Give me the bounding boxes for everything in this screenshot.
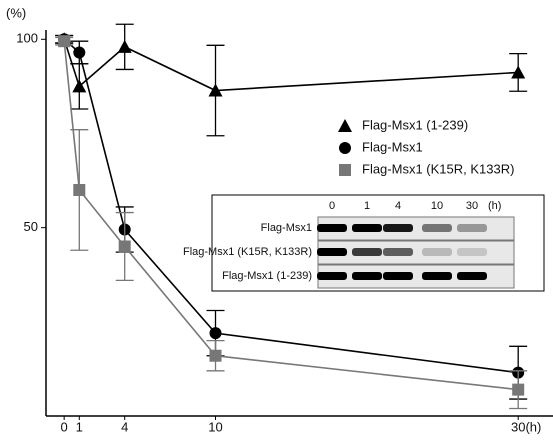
series-line — [64, 39, 518, 90]
blot-band — [352, 224, 382, 232]
legend-label: Flag-Msx1 (K15R, K133R) — [362, 161, 514, 176]
x-tick-label: 30(h) — [511, 419, 541, 434]
inset-blot: 0 1 4 10 30 (h) Flag-Msx1 Flag-Msx1 (K15R, K133… — [183, 195, 544, 291]
marker — [210, 327, 222, 339]
row-label: Flag-Msx1 (1-239) — [222, 270, 312, 282]
marker — [119, 240, 131, 252]
row-label: Flag-Msx1 — [261, 222, 312, 234]
lane-label: 30 — [466, 200, 478, 212]
chart: (%) 0141030(h)Flag-Msx1Flag-Msx1 (K15R, … — [0, 0, 553, 435]
x-tick-label: 4 — [121, 419, 128, 434]
blot-band — [383, 272, 413, 280]
y-tick-label: 100 — [16, 31, 38, 46]
marker — [58, 35, 70, 47]
marker — [118, 40, 132, 53]
lane-label: 4 — [395, 200, 401, 212]
marker — [210, 350, 222, 362]
x-tick-label: 1 — [76, 419, 83, 434]
blot-band — [383, 248, 413, 256]
y-tick-label: 50 — [24, 219, 38, 234]
x-tick-label: 0 — [61, 419, 68, 434]
lane-label: 10 — [431, 200, 443, 212]
legend-marker — [338, 119, 352, 132]
blot-band — [457, 272, 487, 280]
blot-band — [457, 248, 487, 256]
row-label: Flag-Msx1 (K15R, K133R) — [183, 246, 312, 258]
y-unit: (%) — [6, 5, 26, 20]
legend-label: Flag-Msx1 (1-239) — [362, 117, 468, 132]
blot-band — [317, 272, 347, 280]
blot-band — [422, 272, 452, 280]
lane-unit: (h) — [488, 200, 501, 212]
lane-label: 0 — [329, 200, 335, 212]
blot-band — [422, 224, 452, 232]
lane-label: 1 — [364, 200, 370, 212]
legend-label: Flag-Msx1 — [362, 139, 423, 154]
x-tick-label: 10 — [208, 419, 222, 434]
legend-marker — [339, 164, 351, 176]
marker — [73, 184, 85, 196]
legend-marker — [339, 142, 351, 154]
blot-band — [457, 224, 487, 232]
blot-band — [317, 248, 347, 256]
blot-band — [317, 224, 347, 232]
marker — [73, 46, 85, 58]
blot-band — [352, 248, 382, 256]
marker — [512, 384, 524, 396]
blot-band — [383, 224, 413, 232]
blot-band — [352, 272, 382, 280]
blot-band — [422, 248, 452, 256]
